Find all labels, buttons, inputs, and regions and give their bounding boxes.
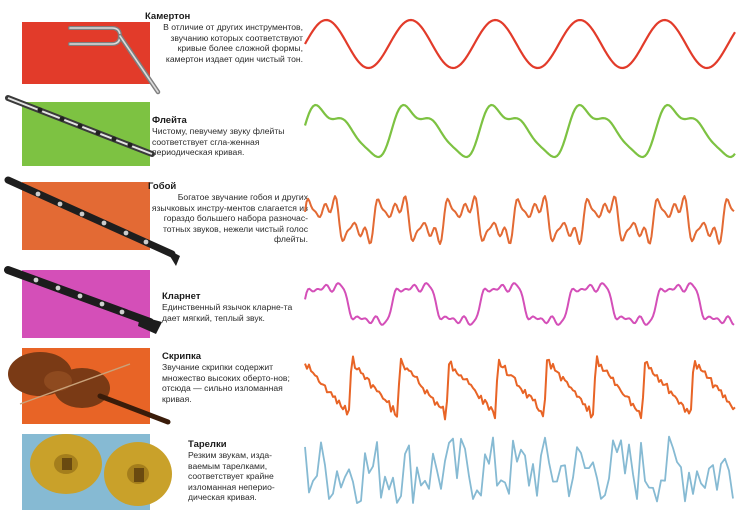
clarinet-icon bbox=[4, 266, 162, 334]
oboe-waveform bbox=[304, 195, 735, 245]
oboe-icon bbox=[4, 176, 180, 266]
row-tuning-fork: Камертон В отличие от других инструменто… bbox=[0, 0, 751, 95]
tuning-fork-icon bbox=[68, 26, 161, 95]
cymbals-description: Резким звукам, изда-ваемым тарелками, со… bbox=[188, 450, 275, 503]
clarinet-title: Кларнет bbox=[162, 291, 201, 302]
row-flute: Флейта Чистому, певучему звуку флейты со… bbox=[0, 88, 751, 173]
clarinet-description: Единственный язычок кларне-та дает мягки… bbox=[162, 302, 293, 323]
flute-title: Флейта bbox=[152, 115, 187, 126]
row-violin: Скрипка Звучание скрипки содержит множес… bbox=[0, 344, 751, 430]
oboe-description: Богатое звучание гобоя и других язычковы… bbox=[151, 192, 308, 245]
flute-description: Чистому, певучему звуку флейты соответст… bbox=[152, 126, 285, 158]
tuning-fork-title: Камертон bbox=[145, 11, 191, 22]
tuning-fork-swatch bbox=[22, 22, 150, 84]
violin-caption: Скрипка Звучание скрипки содержит множес… bbox=[162, 351, 312, 404]
oboe-title: Гобой bbox=[148, 181, 177, 192]
violin-title: Скрипка bbox=[162, 351, 202, 362]
tuning-fork-description: В отличие от других инструментов, звучан… bbox=[163, 22, 303, 64]
violin-icon bbox=[8, 352, 171, 425]
row-oboe: Гобой Богатое звучание гобоя и других яз… bbox=[0, 170, 751, 266]
oboe-caption: Гобой Богатое звучание гобоя и других яз… bbox=[148, 181, 308, 245]
flute-icon bbox=[5, 95, 155, 157]
row-clarinet: Кларнет Единственный язычок кларне-та да… bbox=[0, 262, 751, 344]
clarinet-waveform bbox=[304, 282, 735, 326]
row-cymbals: Тарелки Резким звукам, изда-ваемым тарел… bbox=[0, 430, 751, 518]
flute-caption: Флейта Чистому, певучему звуку флейты со… bbox=[152, 115, 320, 158]
tuning-fork-caption: Камертон В отличие от других инструменто… bbox=[145, 11, 303, 64]
cymbals-caption: Тарелки Резким звукам, изда-ваемым тарел… bbox=[188, 439, 298, 503]
tuning-fork-waveform bbox=[304, 18, 736, 70]
flute-waveform bbox=[303, 103, 736, 159]
violin-waveform bbox=[304, 355, 736, 421]
clarinet-caption: Кларнет Единственный язычок кларне-та да… bbox=[162, 291, 312, 323]
cymbals-icon bbox=[30, 434, 172, 506]
cymbals-title: Тарелки bbox=[188, 439, 227, 450]
violin-description: Звучание скрипки содержит множество высо… bbox=[162, 362, 290, 404]
cymbals-waveform bbox=[304, 435, 734, 504]
